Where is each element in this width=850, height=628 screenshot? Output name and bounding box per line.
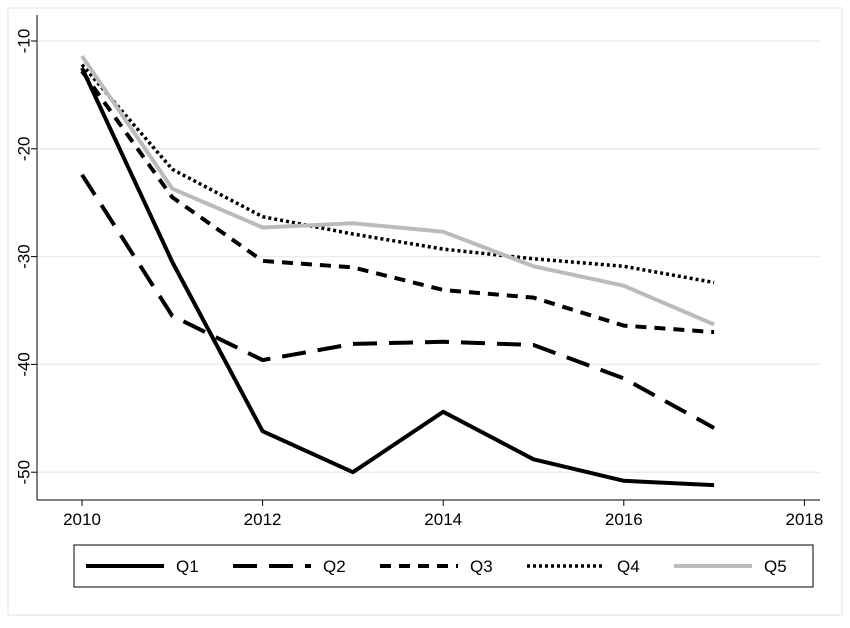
series-line-q1 bbox=[80, 67, 715, 488]
x-tick-label: 2014 bbox=[424, 510, 462, 529]
x-tick-label: 2012 bbox=[244, 510, 282, 529]
x-tick-label: 2018 bbox=[785, 510, 823, 529]
y-tick-label: -40 bbox=[15, 352, 34, 377]
figure-border bbox=[7, 7, 843, 616]
legend: Q1 Q2 Q3 Q4 Q5 bbox=[73, 544, 814, 588]
grid-layer bbox=[37, 40, 820, 473]
legend-label-q2: Q2 bbox=[323, 557, 346, 576]
y-tick-label: -10 bbox=[15, 29, 34, 54]
axis-layer: -10 -20 -30 -40 -50 2010 2012 2014 2016 2018 bbox=[15, 15, 823, 529]
series-line-q5 bbox=[80, 54, 715, 327]
y-tick-label: -50 bbox=[15, 460, 34, 485]
legend-label-q1: Q1 bbox=[176, 557, 199, 576]
series-line-q4 bbox=[80, 63, 715, 285]
y-tick-label: -20 bbox=[15, 137, 34, 162]
legend-label-q3: Q3 bbox=[470, 557, 493, 576]
y-tick-label: -30 bbox=[15, 244, 34, 269]
x-tick-label: 2010 bbox=[63, 510, 101, 529]
series-line-q3 bbox=[80, 70, 715, 335]
series-layer bbox=[80, 54, 716, 488]
series-line-q2 bbox=[80, 173, 716, 430]
legend-label-q5: Q5 bbox=[764, 557, 787, 576]
legend-label-q4: Q4 bbox=[617, 557, 640, 576]
x-tick-label: 2016 bbox=[605, 510, 643, 529]
